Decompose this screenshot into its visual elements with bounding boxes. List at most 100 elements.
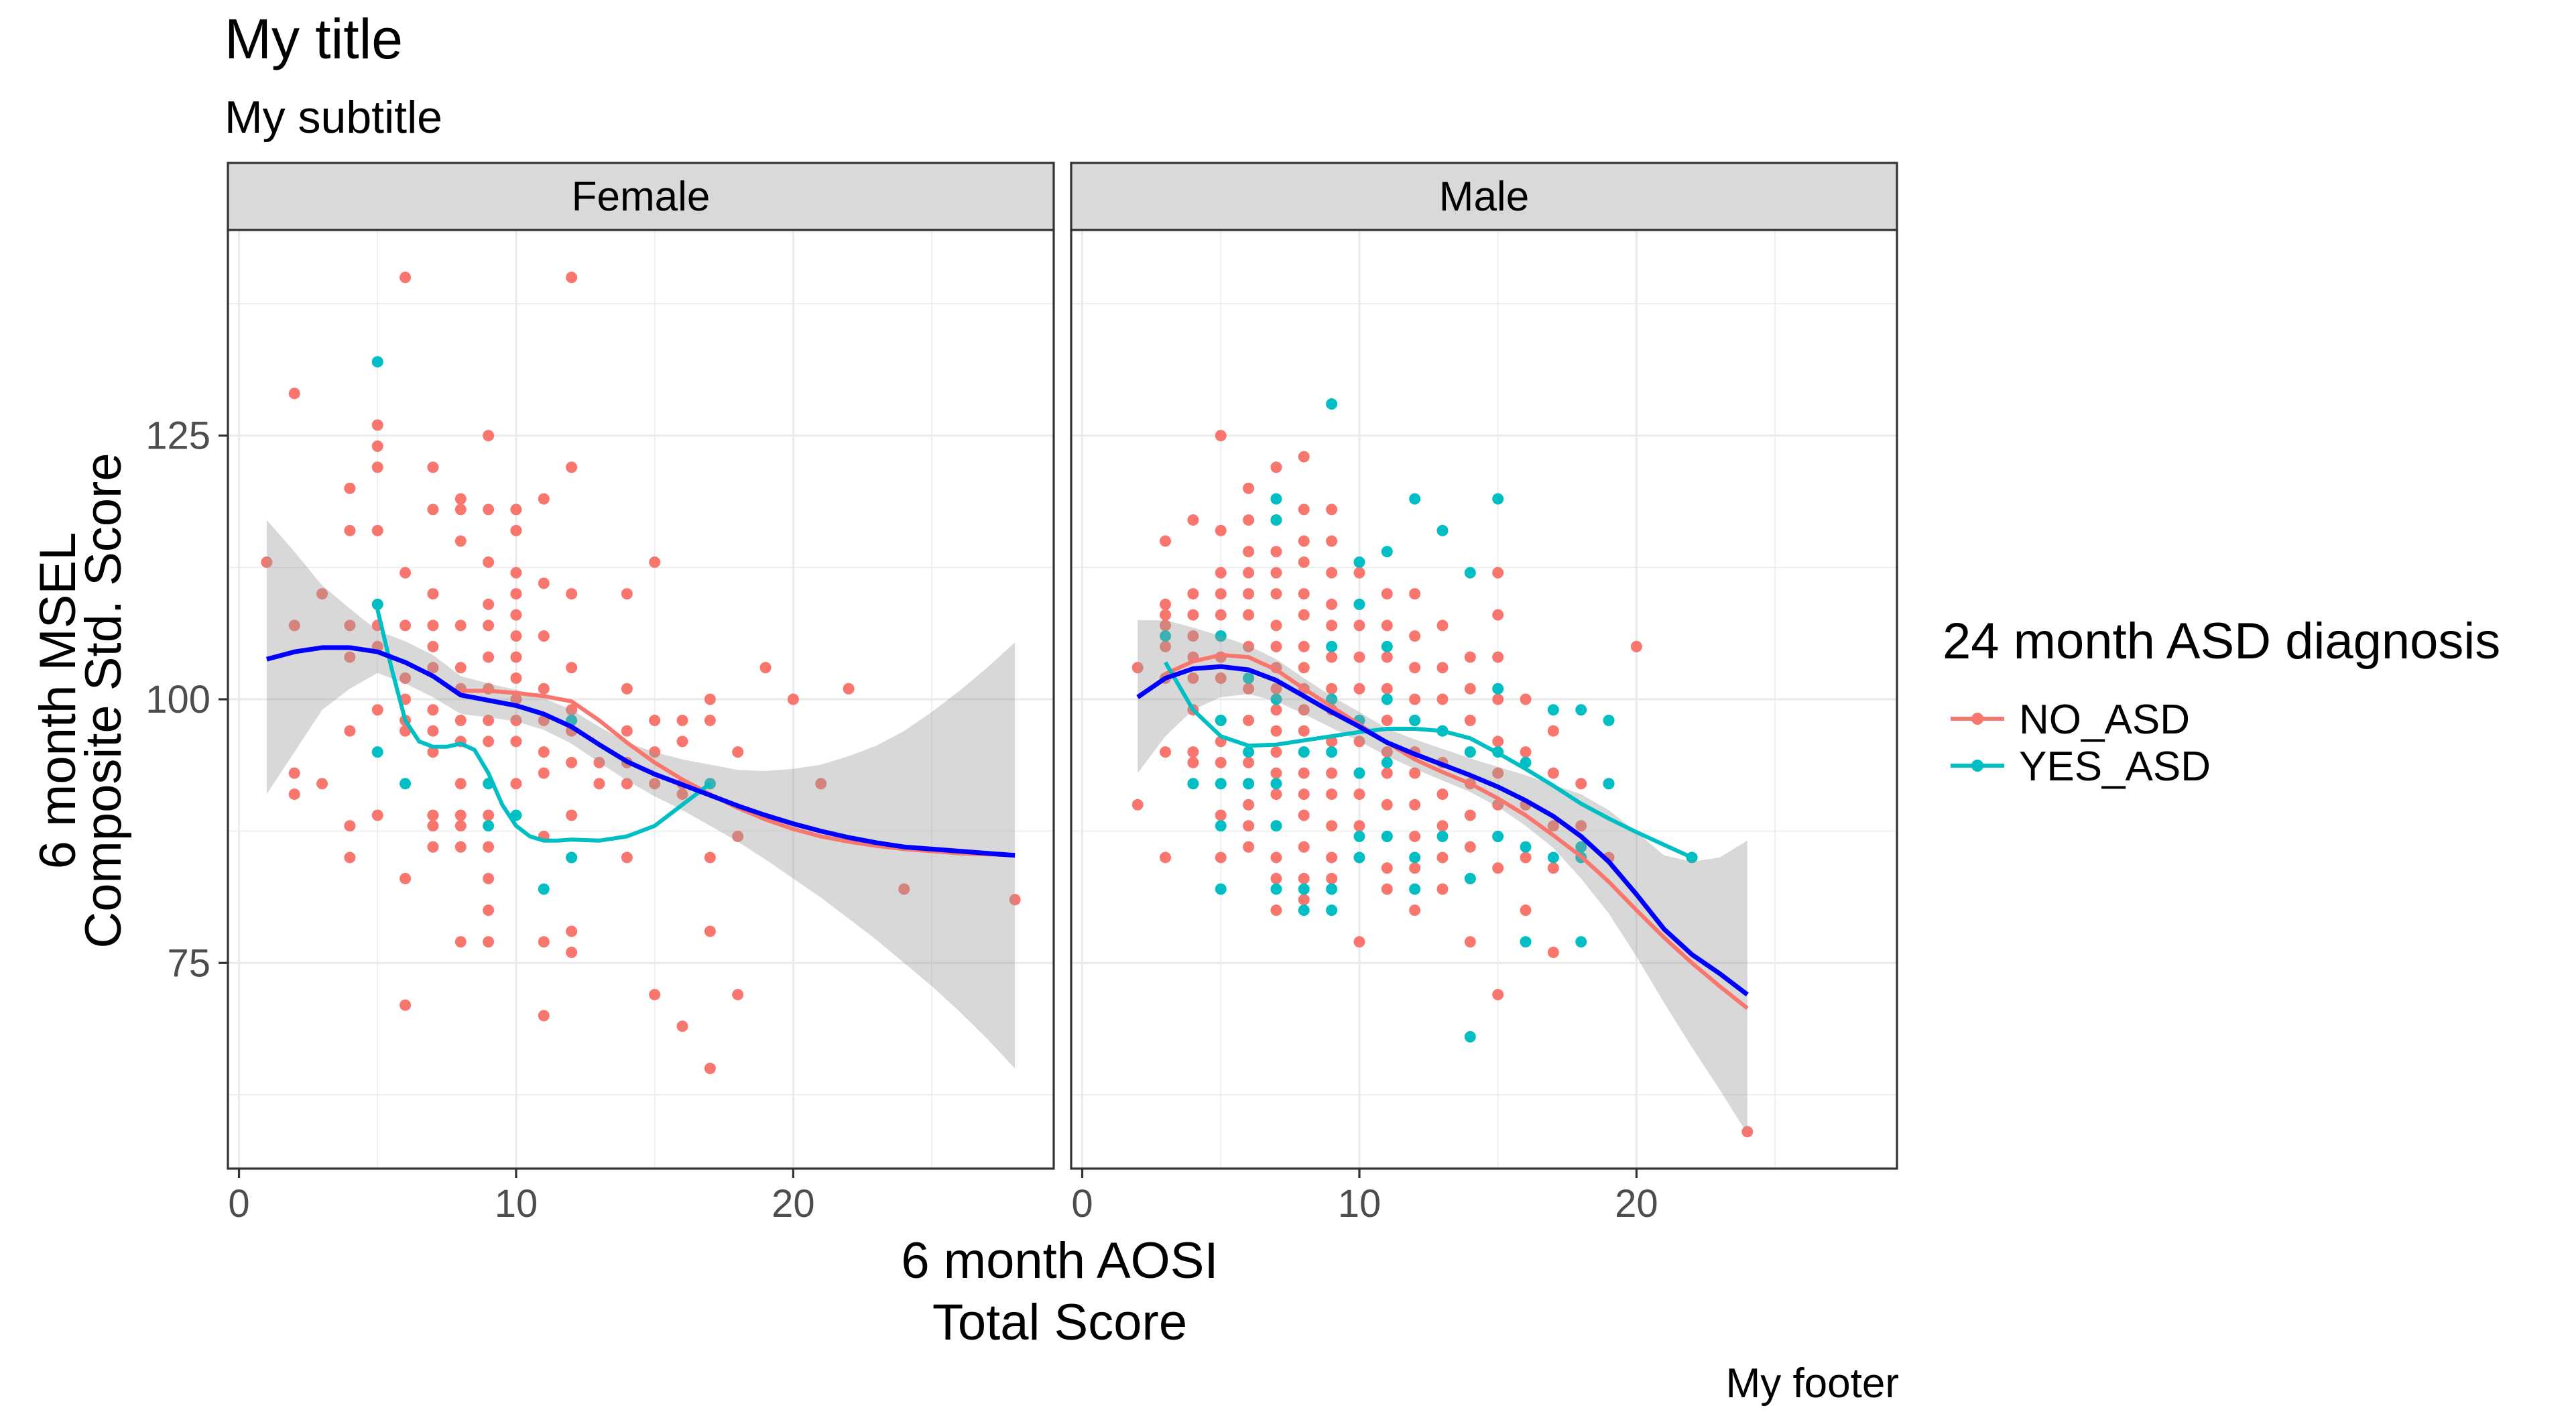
point-no-asd: [483, 841, 495, 853]
point-yes-asd: [566, 851, 578, 864]
point-no-asd: [1243, 546, 1255, 558]
point-no-asd: [1326, 851, 1338, 864]
point-yes-asd: [1215, 630, 1227, 642]
point-yes-asd: [538, 883, 550, 895]
point-no-asd: [566, 809, 578, 821]
point-no-asd: [676, 788, 688, 801]
point-no-asd: [400, 999, 412, 1011]
point-yes-asd: [1353, 556, 1365, 569]
point-no-asd: [427, 640, 439, 652]
point-no-asd: [1381, 883, 1393, 895]
point-no-asd: [1298, 640, 1310, 652]
point-yes-asd: [1381, 640, 1393, 652]
point-no-asd: [1409, 662, 1421, 674]
point-no-asd: [538, 936, 550, 948]
point-no-asd: [1436, 662, 1449, 674]
point-no-asd: [1243, 756, 1255, 768]
point-yes-asd: [1464, 567, 1476, 579]
point-no-asd: [538, 683, 550, 695]
point-no-asd: [566, 461, 578, 473]
point-yes-asd: [1326, 640, 1338, 652]
point-no-asd: [454, 841, 467, 853]
point-no-asd: [566, 588, 578, 600]
point-no-asd: [1215, 588, 1227, 600]
point-no-asd: [1270, 640, 1282, 652]
point-no-asd: [1492, 609, 1504, 621]
point-no-asd: [649, 778, 661, 790]
point-yes-asd: [1520, 841, 1532, 853]
point-no-asd: [649, 714, 661, 726]
point-no-asd: [427, 746, 439, 758]
smooth-line-yes-asd: [1164, 661, 1693, 860]
chart-title: My title: [225, 7, 403, 70]
chart-subtitle: My subtitle: [225, 92, 442, 143]
point-no-asd: [593, 778, 605, 790]
point-no-asd: [1243, 820, 1255, 832]
point-no-asd: [288, 388, 300, 400]
point-no-asd: [649, 988, 661, 1000]
point-no-asd: [400, 872, 412, 884]
point-no-asd: [538, 630, 550, 642]
point-yes-asd: [1353, 598, 1365, 610]
y-tick-label: 125: [145, 414, 210, 458]
point-no-asd: [1464, 651, 1476, 663]
point-no-asd: [510, 524, 522, 536]
point-no-asd: [454, 535, 467, 547]
point-no-asd: [649, 556, 661, 569]
point-no-asd: [1436, 883, 1449, 895]
point-no-asd: [1492, 693, 1504, 705]
point-no-asd: [371, 524, 383, 536]
point-yes-asd: [1464, 1030, 1476, 1043]
point-no-asd: [787, 693, 799, 705]
point-no-asd: [1464, 936, 1476, 948]
point-no-asd: [621, 851, 633, 864]
y-tick-label: 75: [167, 941, 210, 985]
point-yes-asd: [1492, 830, 1504, 842]
y-axis: 75 100 125: [145, 414, 228, 985]
point-no-asd: [1353, 683, 1365, 695]
point-no-asd: [621, 778, 633, 790]
point-no-asd: [1381, 862, 1393, 874]
point-no-asd: [371, 419, 383, 431]
point-yes-asd: [1464, 746, 1476, 758]
point-no-asd: [483, 504, 495, 516]
point-yes-asd: [1298, 904, 1310, 917]
point-no-asd: [1187, 630, 1199, 642]
point-no-asd: [1298, 588, 1310, 600]
point-yes-asd: [1270, 514, 1282, 526]
point-no-asd: [1187, 756, 1199, 768]
x-tick-label: 10: [1338, 1182, 1382, 1226]
point-no-asd: [1547, 725, 1559, 737]
point-no-asd: [1298, 662, 1310, 674]
point-yes-asd: [1353, 851, 1365, 864]
point-no-asd: [1270, 461, 1282, 473]
point-no-asd: [1520, 851, 1532, 864]
point-no-asd: [1409, 904, 1421, 917]
x-axis-female: 0 10 20: [228, 1169, 815, 1226]
point-no-asd: [483, 872, 495, 884]
point-no-asd: [288, 620, 300, 632]
point-no-asd: [621, 725, 633, 737]
point-no-asd: [1436, 820, 1449, 832]
point-no-asd: [898, 883, 910, 895]
point-yes-asd: [400, 778, 412, 790]
point-no-asd: [1215, 851, 1227, 864]
point-no-asd: [454, 936, 467, 948]
point-no-asd: [815, 778, 827, 790]
point-no-asd: [566, 756, 578, 768]
point-no-asd: [483, 936, 495, 948]
point-no-asd: [676, 735, 688, 748]
confidence-ribbon: [1138, 620, 1747, 1134]
point-no-asd: [1215, 524, 1227, 536]
point-no-asd: [1381, 588, 1393, 600]
point-no-asd: [621, 683, 633, 695]
point-no-asd: [1464, 683, 1476, 695]
point-no-asd: [1243, 683, 1255, 695]
smooth-line-overall: [1136, 664, 1749, 997]
point-no-asd: [1187, 746, 1199, 758]
point-no-asd: [344, 620, 356, 632]
point-no-asd: [1464, 841, 1476, 853]
point-no-asd: [427, 809, 439, 821]
point-no-asd: [1298, 609, 1310, 621]
point-no-asd: [483, 735, 495, 748]
